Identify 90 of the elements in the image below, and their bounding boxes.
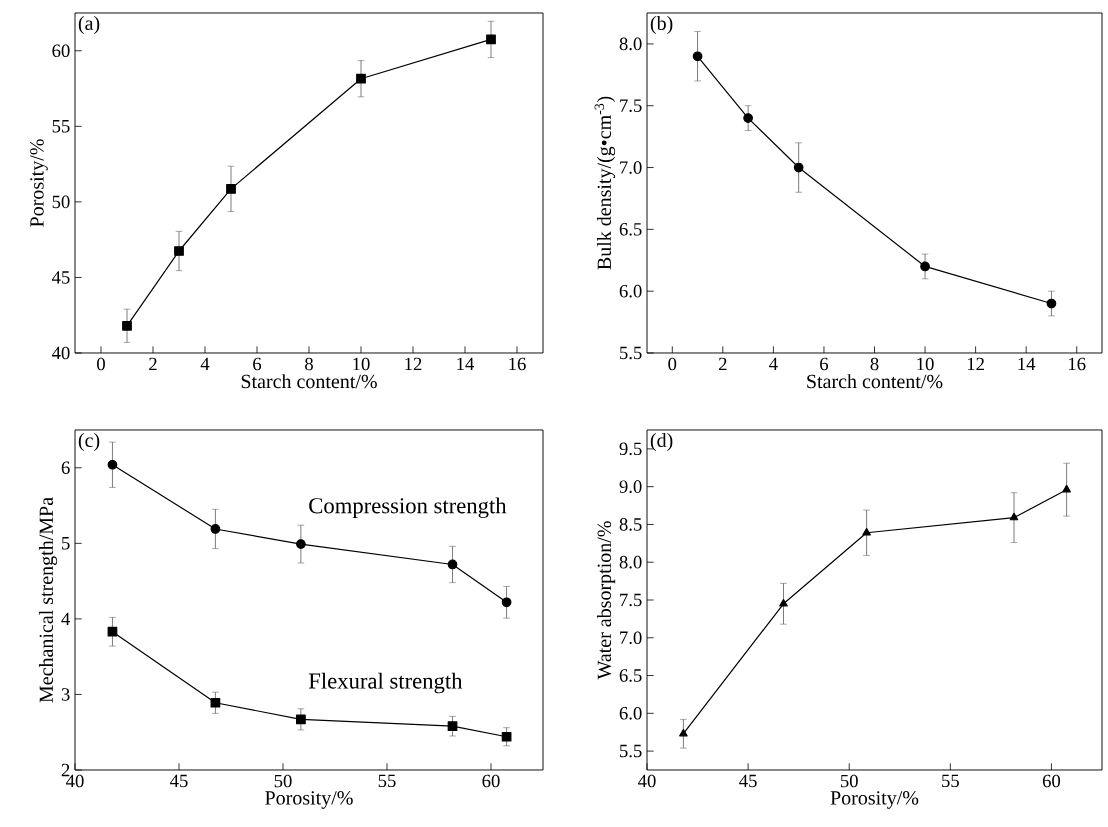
x-tick-label: 2 [149, 357, 157, 371]
y-tick-label: 45 [51, 271, 70, 284]
annotation: (b) [650, 15, 673, 35]
x-tick-label: 0 [97, 357, 105, 371]
x-tick-label: 10 [353, 357, 370, 371]
point [107, 459, 118, 470]
y-tick-label: 7.5 [620, 99, 642, 112]
x-tick-label: 55 [942, 774, 959, 788]
x-tick-label: 12 [967, 357, 984, 371]
x-axis-title: Starch content/% [241, 374, 377, 389]
x-tick-label: 4 [769, 357, 778, 370]
y-tick-label: 9.5 [619, 442, 642, 456]
x-tick-label: 60 [482, 774, 500, 788]
point [1046, 298, 1057, 309]
x-axis-title: Porosity/% [265, 791, 353, 809]
point [793, 162, 804, 173]
y-tick-label: 6 [61, 461, 70, 475]
x-tick-label: 14 [1018, 357, 1036, 371]
point [486, 34, 496, 45]
annotation: (d) [650, 432, 673, 452]
y-axis-title: Mechanical strength/MPa [38, 497, 58, 703]
point [447, 559, 458, 570]
annotation: (c) [78, 432, 100, 452]
point [447, 721, 458, 732]
x-tick-label: 50 [840, 774, 858, 788]
point [501, 597, 512, 608]
y-tick-label: 8.0 [619, 555, 642, 569]
y-tick-label: 7.0 [620, 161, 642, 174]
y-tick-label: 8.5 [619, 518, 642, 531]
point [1062, 484, 1071, 493]
annotation: (a) [78, 15, 100, 35]
y-tick-label: 60 [52, 44, 70, 58]
point [779, 598, 788, 607]
y-axis-title: Water absorption/% [597, 521, 616, 680]
point [862, 527, 871, 536]
x-tick-label: 16 [509, 357, 526, 371]
y-tick-label: 6.5 [619, 669, 642, 682]
y-tick-label: 6.0 [619, 284, 642, 298]
x-tick-label: 6 [820, 357, 829, 371]
y-tick-label: 4 [61, 612, 71, 626]
y-tick-label: 9.0 [619, 480, 642, 494]
series-label: Flexural strength [308, 672, 463, 694]
y-tick-label: 6.5 [619, 223, 642, 236]
y-tick-label: 5.5 [620, 346, 642, 360]
point [210, 697, 221, 708]
point [107, 626, 118, 637]
point [679, 728, 688, 737]
y-tick-label: 40 [51, 346, 70, 360]
point [743, 113, 753, 123]
x-tick-label: 6 [253, 357, 262, 371]
x-tick-label: 45 [170, 774, 188, 788]
y-tick-label: 5.5 [620, 744, 642, 758]
point [920, 261, 930, 272]
point [122, 320, 132, 331]
series-label: Compression strength [309, 497, 507, 519]
y-tick-label: 7.0 [620, 631, 642, 645]
x-tick-label: 0 [668, 357, 677, 371]
y-axis-title: Bulk density/(g•cm$^{-3}$) [594, 96, 616, 270]
x-tick-label: 16 [1069, 357, 1086, 371]
point [692, 51, 703, 62]
x-tick-label: 4 [200, 357, 210, 370]
x-tick-label: 40 [638, 774, 656, 788]
x-tick-label: 8 [305, 357, 313, 371]
point [174, 246, 184, 256]
x-tick-label: 14 [457, 357, 475, 371]
point [1009, 512, 1019, 521]
x-tick-label: 10 [917, 357, 934, 371]
point [356, 73, 366, 84]
x-tick-label: 2 [718, 357, 727, 371]
x-tick-label: 50 [274, 774, 292, 788]
y-tick-label: 55 [52, 120, 70, 133]
x-tick-label: 55 [378, 774, 396, 788]
point [501, 731, 512, 742]
x-axis-title: Starch content/% [807, 374, 943, 389]
x-tick-label: 60 [1042, 774, 1061, 788]
y-tick-label: 3 [61, 688, 70, 701]
point [296, 714, 306, 725]
point [296, 539, 306, 549]
y-tick-label: 6.0 [619, 706, 642, 720]
point [210, 524, 221, 534]
y-tick-label: 5 [62, 537, 70, 550]
point [226, 184, 236, 194]
y-tick-label: 8.0 [619, 37, 642, 51]
x-axis-title: Porosity/% [830, 791, 919, 809]
x-tick-label: 45 [739, 774, 757, 788]
x-tick-label: 8 [870, 357, 879, 371]
y-tick-label: 50 [52, 195, 70, 209]
x-tick-label: 12 [405, 357, 422, 371]
y-axis-title: Porosity/% [30, 139, 48, 227]
y-tick-label: 7.5 [620, 593, 642, 607]
